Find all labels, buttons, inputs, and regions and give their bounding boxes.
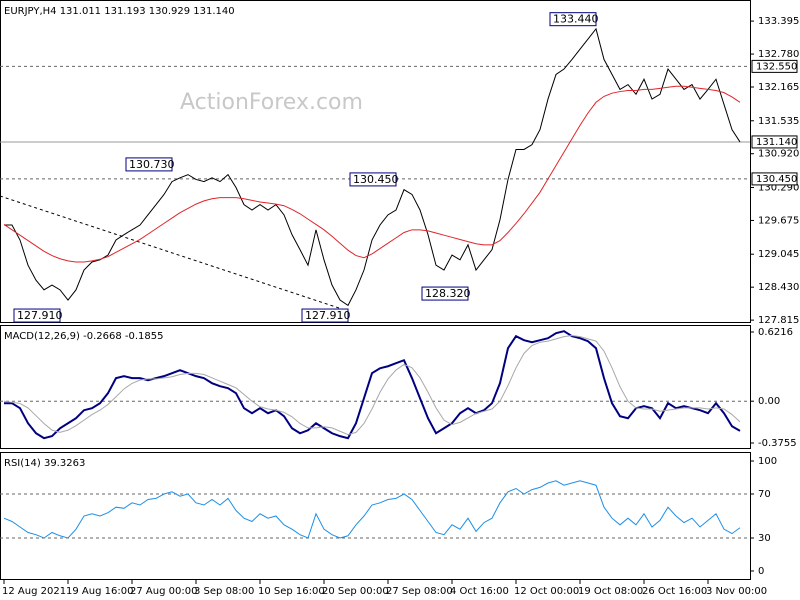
series-line [3,85,741,263]
panel-title: EURJPY,H4 131.011 131.193 130.929 131.14… [4,6,235,17]
level-box [751,135,798,149]
y-tick-label: 130.920 [758,149,799,160]
annotation-label: 133.440 [553,13,599,26]
x-tick-label: 10 Sep 16:00 [258,586,325,597]
annotation-box [301,308,349,323]
series-line [4,27,741,307]
series-line [4,330,741,440]
y-tick-label: 129.045 [758,249,799,260]
x-tick-label: 19 Aug 16:00 [66,586,133,597]
annotation-label: 127.910 [305,309,351,322]
x-tick-label: 12 Aug 2021 [2,586,66,597]
price-panel [0,0,751,323]
x-tick-label: 4 Oct 16:00 [450,586,509,597]
level-box [751,59,798,73]
annotation-label: 130.730 [129,158,175,171]
level-label: 132.550 [756,61,797,72]
annotation-box [549,12,597,27]
y-tick-label: 70 [758,489,771,500]
annotation-box [349,172,397,187]
y-tick-label: 129.675 [758,215,799,226]
annotation-label: 130.450 [353,173,399,186]
x-tick-label: 27 Aug 00:00 [130,586,197,597]
x-tick-label: 12 Oct 00:00 [514,586,579,597]
y-tick-label: 132.780 [758,49,799,60]
y-tick-label: 100 [758,456,777,467]
level-label: 130.450 [756,174,797,185]
x-tick-label: 19 Oct 08:00 [578,586,643,597]
y-tick-label: 127.815 [758,315,799,326]
y-tick-label: 30 [758,533,771,544]
x-tick-label: 26 Oct 16:00 [642,586,707,597]
level-label: 131.140 [756,137,797,148]
panel-title: RSI(14) 39.3263 [4,458,85,469]
annotation-box [13,308,61,323]
annotation-label: 127.910 [17,309,63,322]
y-tick-label: 0.6216 [758,327,793,338]
watermark: ActionForex.com [180,90,363,115]
x-tick-label: 3 Nov 00:00 [706,586,767,597]
y-tick-label: 128.430 [758,282,799,293]
macd-panel [0,325,751,449]
y-tick-label: 0 [758,566,764,577]
y-tick-label: 133.395 [758,16,799,27]
series-line [3,480,741,539]
y-tick-label: -0.3755 [758,438,797,449]
level-box [751,172,798,186]
annotation-box [125,157,173,172]
series-line [3,335,741,436]
x-tick-label: 3 Sep 08:00 [194,586,254,597]
annotation-box [421,286,469,301]
y-tick-label: 130.290 [758,182,799,193]
x-tick-label: 20 Sep 00:00 [322,586,389,597]
annotation-label: 128.320 [425,287,471,300]
x-tick-label: 27 Sep 08:00 [386,586,453,597]
rsi-panel [0,452,751,580]
y-tick-label: 0.00 [758,396,780,407]
panel-title: MACD(12,26,9) -0.2668 -0.1855 [4,331,164,342]
y-tick-label: 132.165 [758,82,799,93]
trend-line [0,195,346,311]
y-tick-label: 131.535 [758,116,799,127]
